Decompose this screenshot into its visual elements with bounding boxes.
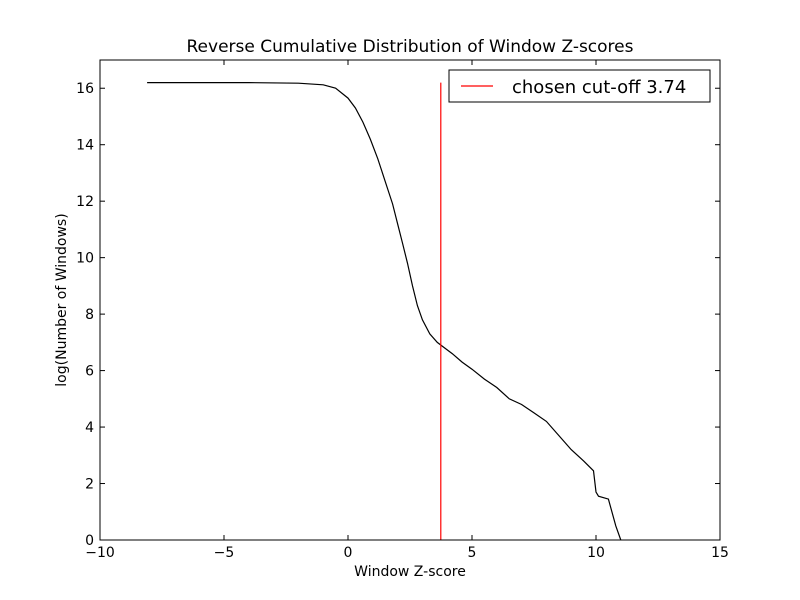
y-axis-label: log(Number of Windows) bbox=[54, 213, 70, 386]
x-axis: −10 −5 0 5 10 15 bbox=[85, 60, 729, 561]
y-tick-label: 6 bbox=[85, 364, 94, 380]
x-tick-label: 0 bbox=[344, 545, 353, 561]
y-axis: 0 2 4 6 8 10 12 14 16 bbox=[76, 81, 720, 549]
y-tick-label: 0 bbox=[85, 533, 94, 549]
y-tick-label: 8 bbox=[85, 307, 94, 323]
y-tick-label: 4 bbox=[85, 420, 94, 436]
x-tick-label: 10 bbox=[587, 545, 605, 561]
x-tick-label: 15 bbox=[711, 545, 729, 561]
y-tick-label: 2 bbox=[85, 477, 94, 493]
series-line-distribution bbox=[147, 81, 622, 541]
legend: chosen cut-off 3.74 bbox=[448, 69, 711, 103]
x-tick-label: −5 bbox=[214, 545, 235, 561]
legend-label: chosen cut-off 3.74 bbox=[512, 77, 686, 98]
chart-title: Reverse Cumulative Distribution of Windo… bbox=[187, 37, 634, 57]
y-tick-label: 14 bbox=[76, 138, 94, 154]
plot-area bbox=[147, 81, 622, 541]
x-axis-label: Window Z-score bbox=[354, 564, 466, 580]
x-tick-label: −10 bbox=[85, 545, 115, 561]
plot-frame bbox=[99, 59, 721, 541]
y-tick-label: 12 bbox=[76, 194, 94, 210]
x-tick-label: 5 bbox=[468, 545, 477, 561]
y-tick-label: 10 bbox=[76, 251, 94, 267]
y-tick-label: 16 bbox=[76, 81, 94, 97]
